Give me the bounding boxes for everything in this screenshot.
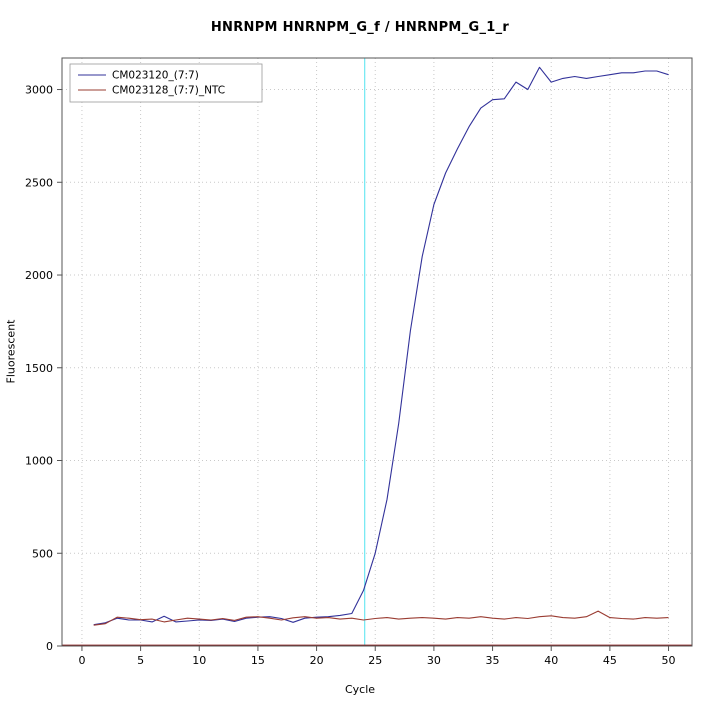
legend-box (69, 63, 263, 103)
x-tick-label: 25 (368, 654, 382, 667)
series-line (93, 610, 669, 626)
x-tick-label: 35 (486, 654, 500, 667)
series-line (93, 66, 669, 626)
x-tick-label: 0 (78, 654, 85, 667)
y-tick-label: 2500 (25, 176, 53, 189)
x-tick-label: 15 (251, 654, 265, 667)
x-tick-label: 20 (310, 654, 324, 667)
y-tick-label: 1500 (25, 362, 53, 375)
legend-label: CM023120_(7:7) (112, 70, 199, 82)
y-tick-label: 1000 (25, 455, 53, 468)
x-tick-label: 5 (137, 654, 144, 667)
y-tick-label: 500 (32, 547, 53, 560)
x-tick-label: 10 (192, 654, 206, 667)
x-axis-label: Cycle (344, 683, 376, 696)
plot-border (61, 57, 693, 647)
y-tick-label: 0 (46, 640, 53, 653)
y-tick-label: 2000 (25, 269, 53, 282)
legend-label: CM023128_(7:7)_NTC (112, 85, 225, 97)
x-tick-label: 45 (603, 654, 617, 667)
x-tick-label: 40 (544, 654, 558, 667)
y-tick-label: 3000 (25, 84, 53, 97)
x-tick-label: 50 (662, 654, 676, 667)
x-tick-label: 30 (427, 654, 441, 667)
chart-title: HNRNPM HNRNPM_G_f / HNRNPM_G_1_r (210, 20, 510, 35)
